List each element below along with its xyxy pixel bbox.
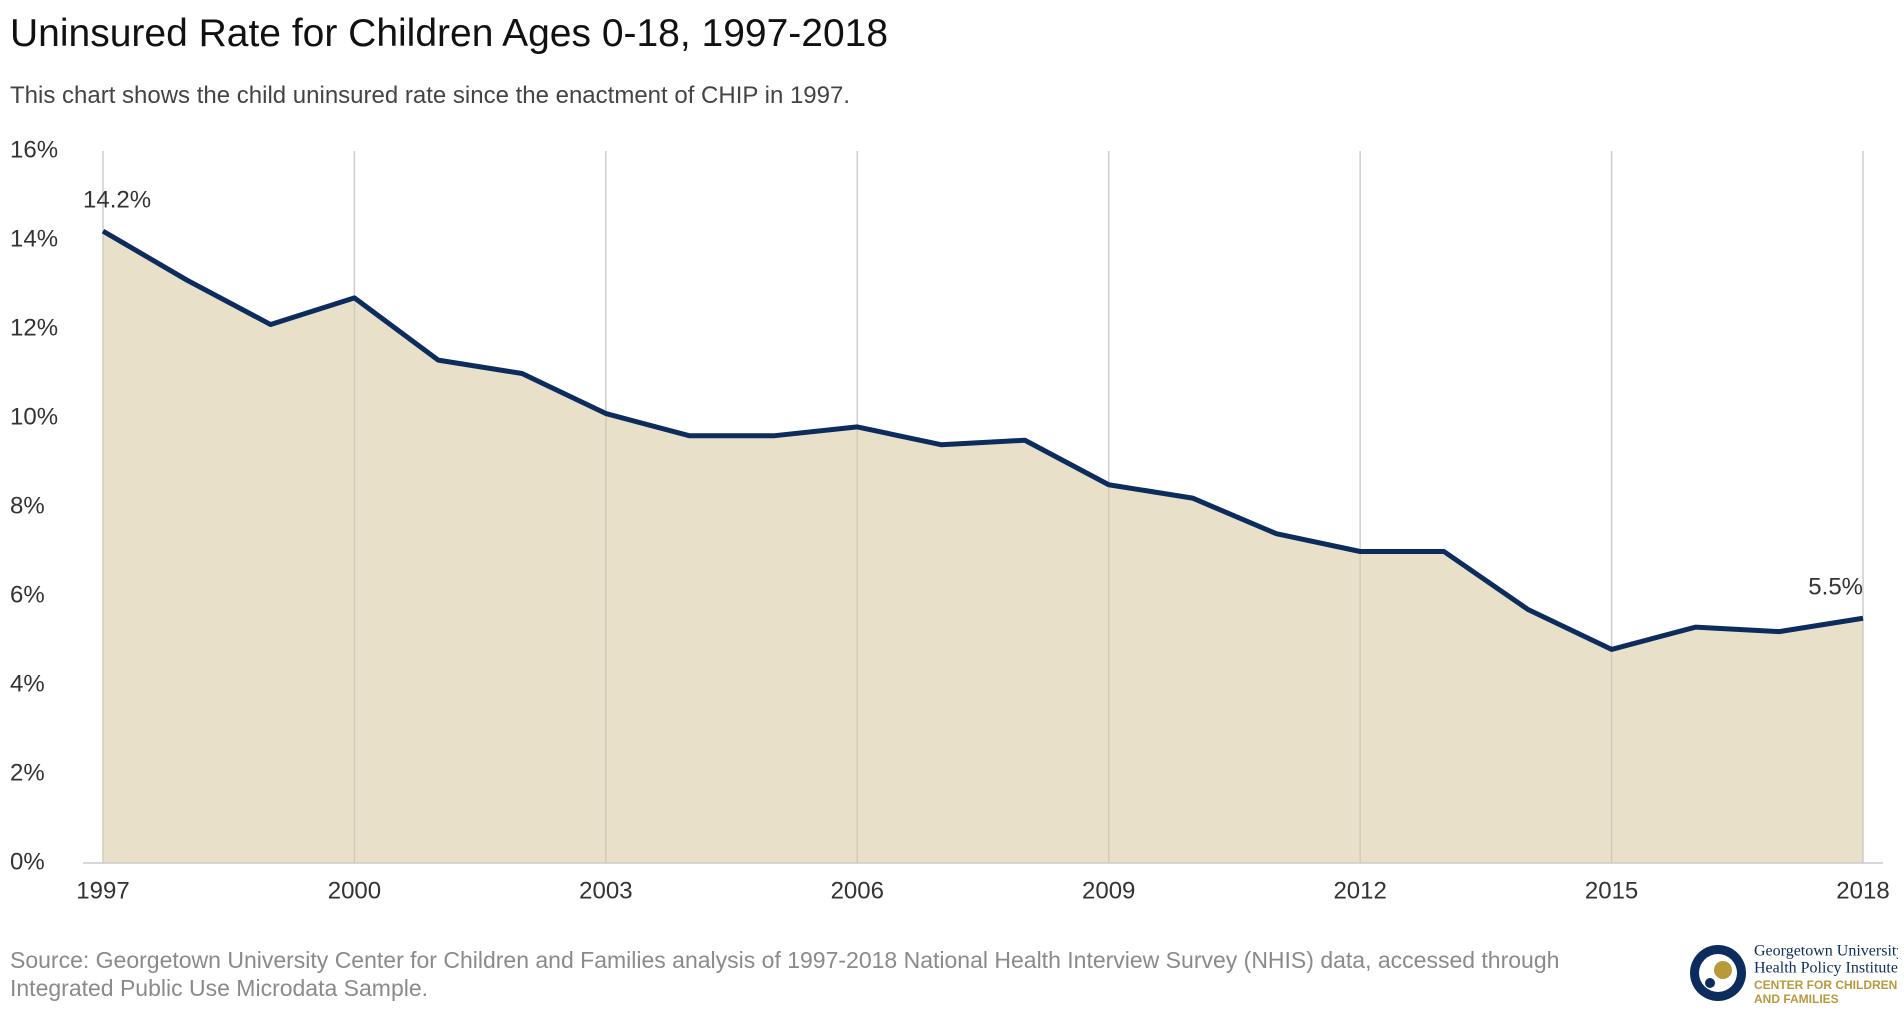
- line: [101, 228, 1864, 652]
- area: [103, 231, 1863, 864]
- y-tick-label: 6%: [10, 581, 45, 608]
- logo-dot: [1705, 978, 1715, 988]
- data-label: 5.5%: [1808, 574, 1863, 601]
- logo-text: Health Policy Institute: [1754, 960, 1898, 977]
- y-tick-label: 0%: [10, 848, 45, 875]
- x-tick-label: 2009: [1082, 877, 1135, 904]
- x-tick-label: 2000: [328, 877, 381, 904]
- x-tick-label: 1997: [76, 877, 129, 904]
- y-tick-label: 8%: [10, 492, 45, 519]
- y-tick-label: 4%: [10, 670, 45, 697]
- y-tick-label: 12%: [10, 314, 58, 341]
- chart-subtitle: This chart shows the child uninsured rat…: [10, 82, 851, 109]
- y-tick-label: 14%: [10, 225, 58, 252]
- x-tick-label: 2012: [1333, 877, 1386, 904]
- chart-title: Uninsured Rate for Children Ages 0-18, 1…: [10, 12, 889, 55]
- data-label: 14.2%: [83, 186, 151, 213]
- y-tick-label: 2%: [10, 759, 45, 786]
- x-tick-label: 2003: [579, 877, 632, 904]
- source-note: Source: Georgetown University Center for…: [10, 947, 1560, 1001]
- y-tick-label: 16%: [10, 136, 58, 163]
- logo-dot: [1714, 961, 1732, 979]
- logo-text: AND FAMILIES: [1754, 992, 1839, 1006]
- x-tick-label: 2015: [1585, 877, 1638, 904]
- logo-text: CENTER FOR CHILDREN: [1754, 978, 1897, 992]
- y-tick-label: 10%: [10, 403, 58, 430]
- logo-text: Georgetown University: [1754, 943, 1898, 960]
- chart: 0% 2% 4% 6% 8% 10% 12% 14% 16% 1997 2000 2003 2006 20…: [10, 136, 1890, 904]
- x-tick-label: 2018: [1836, 877, 1889, 904]
- x-tick-label: 2006: [831, 877, 884, 904]
- logo: Georgetown University Health Policy Inst…: [1690, 943, 1898, 1006]
